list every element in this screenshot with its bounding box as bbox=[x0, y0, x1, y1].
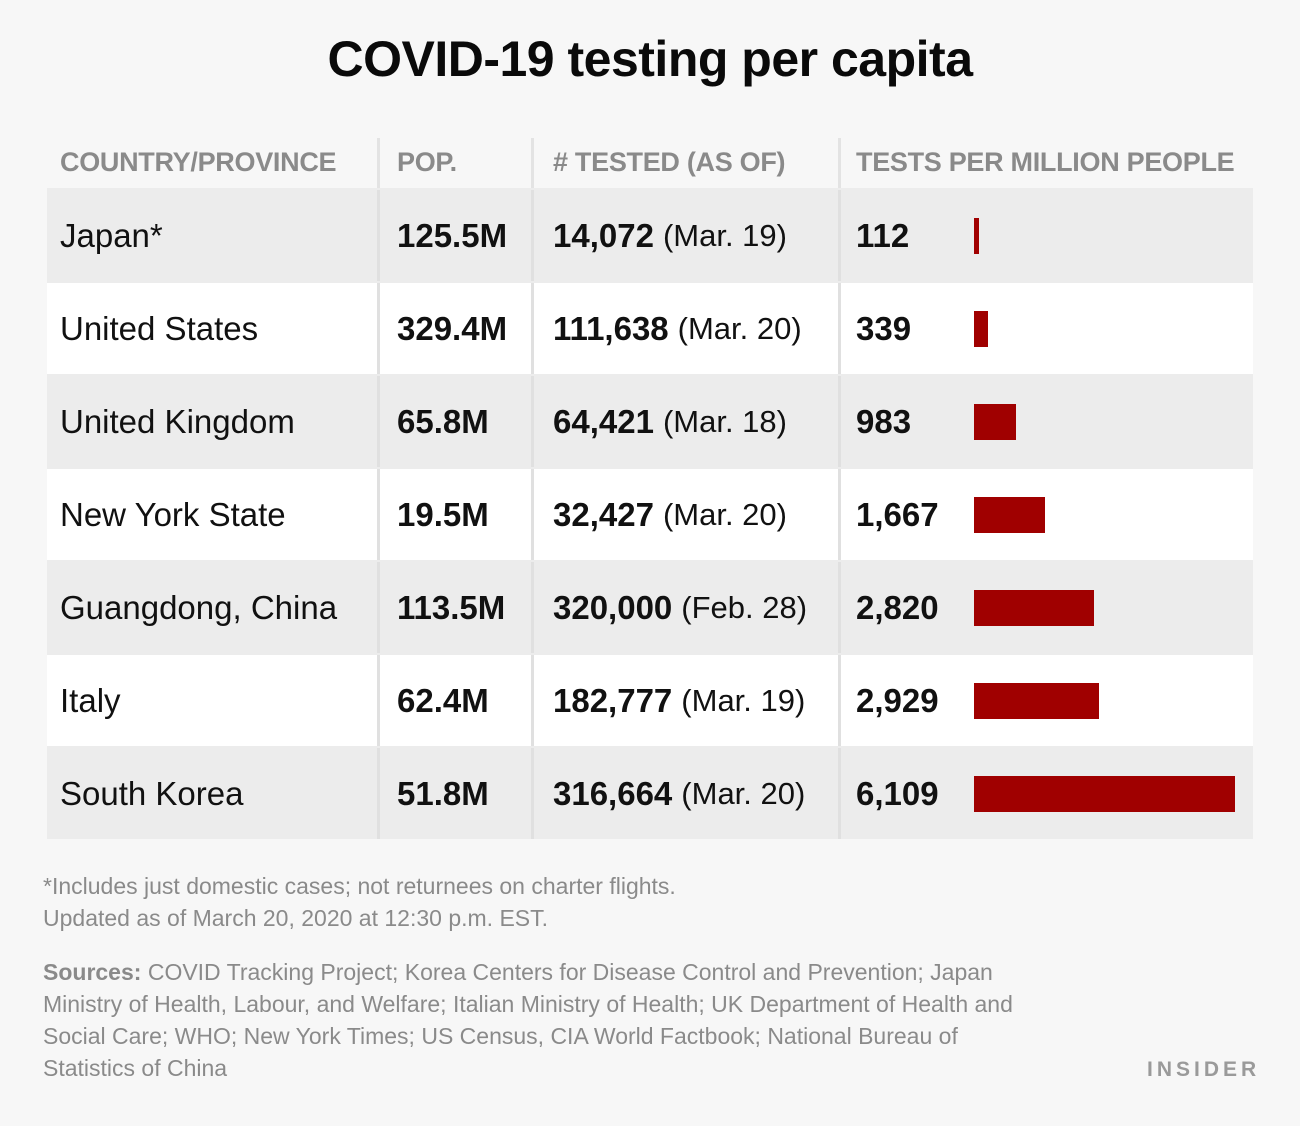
cell-country: Guangdong, China bbox=[47, 562, 380, 653]
tested-value: 182,777 bbox=[553, 681, 673, 719]
cell-tests-per-million: 112 bbox=[841, 190, 1253, 281]
header-tests-per-million: TESTS PER MILLION PEOPLE bbox=[856, 147, 1235, 177]
table-row: United Kingdom 65.8M 64,421 (Mar. 18) 983 bbox=[47, 374, 1253, 467]
tested-date: (Feb. 28) bbox=[681, 589, 808, 625]
tests-per-million-bar bbox=[974, 218, 979, 254]
population-value: 65.8M bbox=[397, 402, 489, 440]
tested-value: 320,000 bbox=[553, 588, 673, 626]
tests-per-million-value: 2,929 bbox=[856, 681, 939, 719]
cell-tested: 14,072 (Mar. 19) bbox=[534, 190, 841, 281]
cell-pop: 113.5M bbox=[380, 562, 534, 653]
header-country: COUNTRY/PROVINCE bbox=[47, 138, 380, 188]
table-row: Italy 62.4M 182,777 (Mar. 19) 2,929 bbox=[47, 653, 1253, 746]
footnotes: *Includes just domestic cases; not retur… bbox=[43, 870, 676, 934]
tests-per-million-value: 983 bbox=[856, 402, 912, 440]
tested-date: (Mar. 19) bbox=[662, 217, 787, 253]
cell-country: Italy bbox=[47, 655, 380, 746]
insider-logo: INSIDER bbox=[1147, 1058, 1261, 1081]
population-value: 329.4M bbox=[397, 309, 508, 347]
cell-pop: 329.4M bbox=[380, 283, 534, 374]
country-name: Japan* bbox=[60, 216, 163, 254]
tested-date: (Mar. 20) bbox=[662, 496, 787, 532]
cell-country: Japan* bbox=[47, 190, 380, 281]
cell-tests-per-million: 983 bbox=[841, 376, 1253, 467]
cell-pop: 51.8M bbox=[380, 748, 534, 839]
country-name: New York State bbox=[60, 495, 286, 533]
cell-pop: 125.5M bbox=[380, 190, 534, 281]
tests-per-million-bar bbox=[974, 311, 988, 347]
cell-pop: 65.8M bbox=[380, 376, 534, 467]
header-pop: POP. bbox=[380, 138, 534, 188]
population-value: 19.5M bbox=[397, 495, 489, 533]
tests-per-million-bar bbox=[974, 590, 1094, 626]
tests-per-million-value: 112 bbox=[856, 216, 910, 254]
tested-value: 64,421 bbox=[553, 402, 654, 440]
tested-date: (Mar. 18) bbox=[662, 403, 787, 439]
sources-label: Sources: bbox=[43, 959, 142, 985]
cell-tests-per-million: 2,820 bbox=[841, 562, 1253, 653]
cell-country: United Kingdom bbox=[47, 376, 380, 467]
tests-per-million-value: 1,667 bbox=[856, 495, 939, 533]
cell-tested: 316,664 (Mar. 20) bbox=[534, 748, 841, 839]
tested-value: 316,664 bbox=[553, 774, 673, 812]
country-name: Italy bbox=[60, 681, 121, 719]
cell-tests-per-million: 339 bbox=[841, 283, 1253, 374]
cell-country: New York State bbox=[47, 469, 380, 560]
tests-per-million-bar bbox=[974, 683, 1099, 719]
table-row: South Korea 51.8M 316,664 (Mar. 20) 6,109 bbox=[47, 746, 1253, 839]
table-row: United States 329.4M 111,638 (Mar. 20) 339 bbox=[47, 281, 1253, 374]
cell-country: South Korea bbox=[47, 748, 380, 839]
table-row: New York State 19.5M 32,427 (Mar. 20) 1,667 bbox=[47, 467, 1253, 560]
cell-pop: 19.5M bbox=[380, 469, 534, 560]
cell-tested: 182,777 (Mar. 19) bbox=[534, 655, 841, 746]
data-table: COUNTRY/PROVINCE POP. # TESTED (AS OF) T… bbox=[47, 138, 1253, 839]
tests-per-million-value: 339 bbox=[856, 309, 912, 347]
tests-per-million-value: 2,820 bbox=[856, 588, 939, 626]
cell-country: United States bbox=[47, 283, 380, 374]
table-body: Japan* 125.5M 14,072 (Mar. 19) 112 United Sta… bbox=[47, 188, 1253, 839]
population-value: 62.4M bbox=[397, 681, 489, 719]
cell-tests-per-million: 6,109 bbox=[841, 748, 1253, 839]
table-header: COUNTRY/PROVINCE POP. # TESTED (AS OF) T… bbox=[47, 138, 1253, 188]
cell-tested: 111,638 (Mar. 20) bbox=[534, 283, 841, 374]
cell-tested: 320,000 (Feb. 28) bbox=[534, 562, 841, 653]
tested-value: 32,427 bbox=[553, 495, 654, 533]
country-name: Guangdong, China bbox=[60, 588, 338, 626]
population-value: 113.5M bbox=[397, 588, 506, 626]
tests-per-million-bar bbox=[974, 404, 1016, 440]
tested-date: (Mar. 20) bbox=[681, 775, 806, 811]
sources: Sources: COVID Tracking Project; Korea C… bbox=[43, 956, 1053, 1084]
country-name: South Korea bbox=[60, 774, 244, 812]
chart-title: COVID-19 testing per capita bbox=[327, 31, 974, 87]
cell-tested: 32,427 (Mar. 20) bbox=[534, 469, 841, 560]
tests-per-million-bar bbox=[974, 776, 1235, 812]
footnote-domestic: *Includes just domestic cases; not retur… bbox=[43, 873, 676, 899]
table-row: Guangdong, China 113.5M 320,000 (Feb. 28) 2,… bbox=[47, 560, 1253, 653]
cell-tests-per-million: 2,929 bbox=[841, 655, 1253, 746]
tested-value: 111,638 bbox=[553, 309, 669, 347]
country-name: United Kingdom bbox=[60, 402, 295, 440]
cell-tests-per-million: 1,667 bbox=[841, 469, 1253, 560]
sources-text: COVID Tracking Project; Korea Centers fo… bbox=[43, 959, 1013, 1081]
tested-date: (Mar. 19) bbox=[681, 682, 806, 718]
country-name: United States bbox=[60, 309, 259, 347]
population-value: 51.8M bbox=[397, 774, 489, 812]
tested-value: 14,072 bbox=[553, 216, 654, 254]
cell-tested: 64,421 (Mar. 18) bbox=[534, 376, 841, 467]
population-value: 125.5M bbox=[397, 216, 508, 254]
tested-date: (Mar. 20) bbox=[677, 310, 802, 346]
cell-pop: 62.4M bbox=[380, 655, 534, 746]
header-tested: # TESTED (AS OF) bbox=[534, 138, 841, 188]
tests-per-million-bar bbox=[974, 497, 1045, 533]
tests-per-million-value: 6,109 bbox=[856, 774, 939, 812]
table-row: Japan* 125.5M 14,072 (Mar. 19) 112 bbox=[47, 188, 1253, 281]
footnote-updated: Updated as of March 20, 2020 at 12:30 p.… bbox=[43, 905, 549, 931]
